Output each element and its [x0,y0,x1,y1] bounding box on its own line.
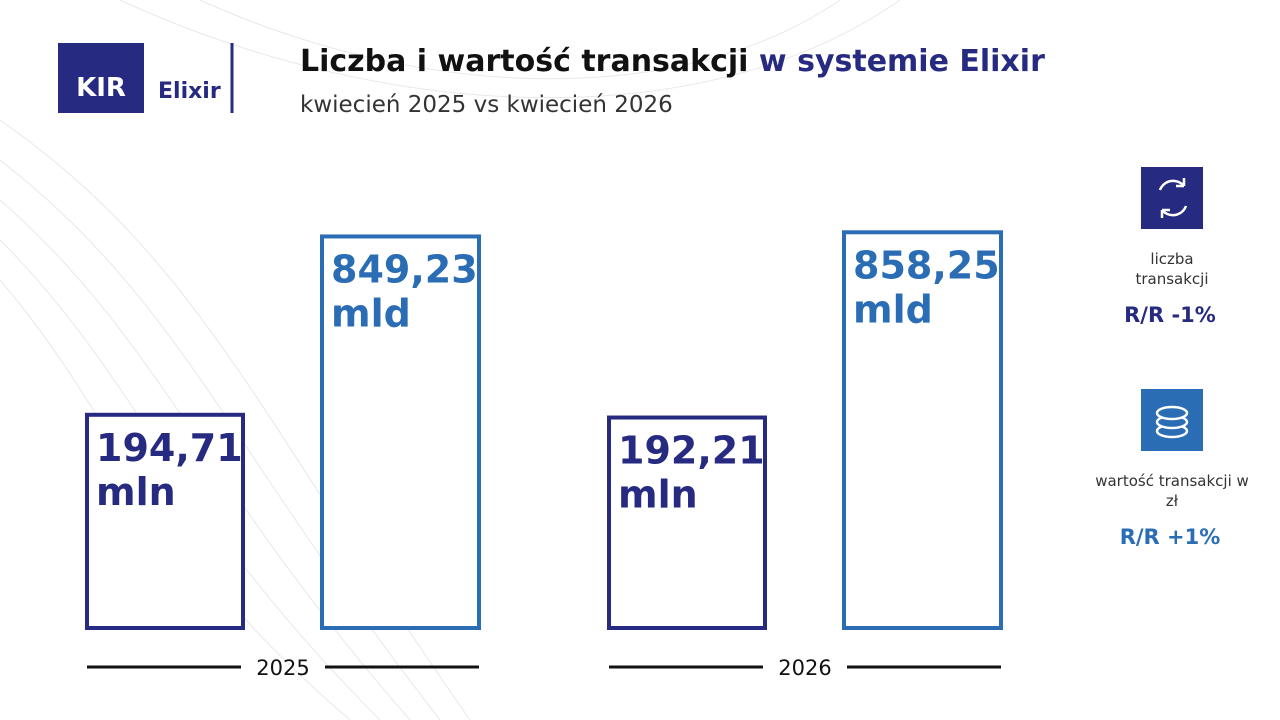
legend-item [1141,167,1203,229]
x-tick-label: 2026 [778,656,831,680]
chart-title: Liczba i wartość transakcji w systemie E… [300,44,1045,79]
x-tick-label: 2025 [256,656,309,680]
legend-label: liczba transakcji [1135,250,1209,288]
logo-mark: KIR [76,73,126,103]
icon-glyph [1158,178,1188,218]
bar [85,412,245,630]
change-annotation: R/R -1% [1124,303,1216,327]
bar [842,230,1003,630]
legend-label: wartość transakcji w zł [1095,472,1249,510]
bar [607,415,767,631]
subtitle: kwiecień 2025 vs kwiecień 2026 [300,92,673,118]
legend-item [1141,389,1203,451]
bar [320,234,481,630]
value-label: 192,21 mln [618,429,765,517]
icon-glyph [1155,405,1189,421]
logo-box [58,43,144,113]
value-label: 849,23 mld [331,247,478,335]
value-label: 194,71 mln [96,426,243,514]
title-highlight: w systemie Elixir [759,44,1045,79]
value-label: 858,25 mld [853,243,1000,331]
legend-icon [1141,167,1203,229]
title-main: Liczba i wartość transakcji [300,44,748,79]
change-annotation: R/R +1% [1120,525,1221,549]
logo-name: Elixir [158,79,221,104]
